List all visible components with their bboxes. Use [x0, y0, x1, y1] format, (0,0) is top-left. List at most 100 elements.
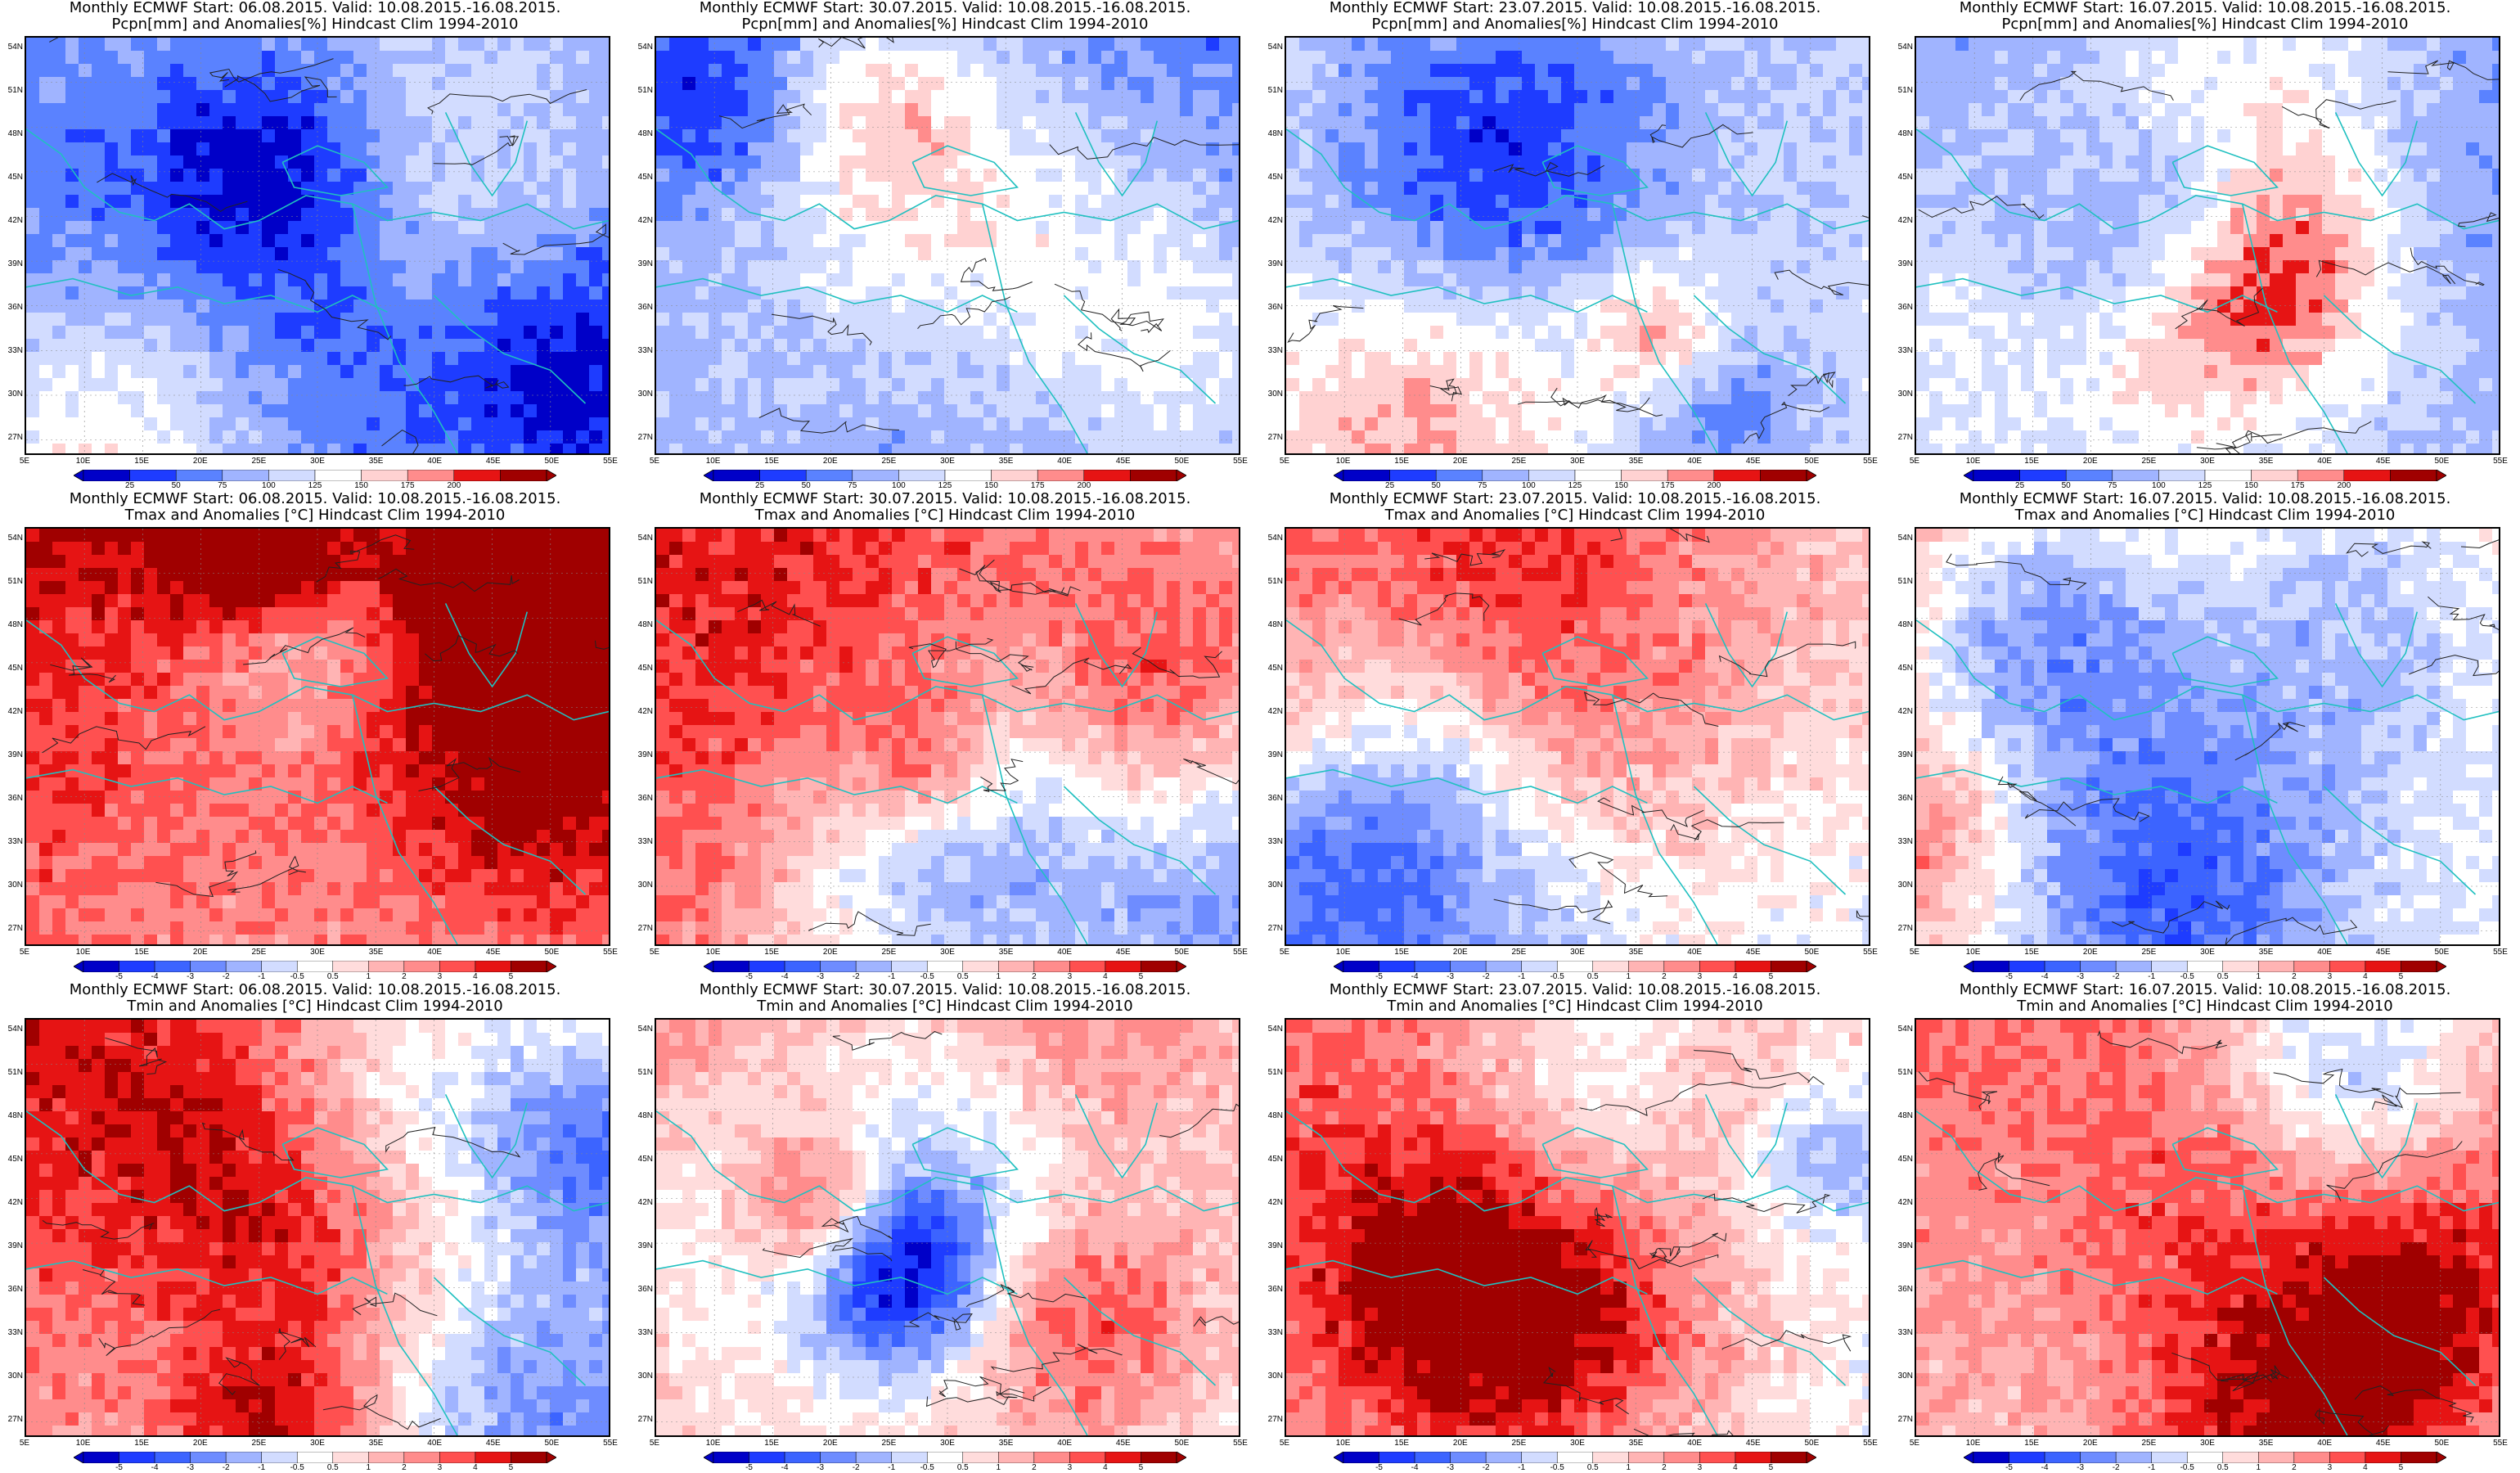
anomaly-map	[1285, 1018, 1870, 1437]
panel-title-line1: Monthly ECMWF Start: 06.08.2015. Valid: …	[69, 0, 561, 16]
lon-label: 30E	[1570, 948, 1585, 957]
colorbar-tick-label: -3	[1447, 972, 1455, 981]
lat-label: 39N	[7, 750, 23, 759]
colorbar-tick-label: 125	[2198, 481, 2212, 490]
lon-label: 40E	[1687, 948, 1703, 957]
colorbar-swatches	[74, 1452, 556, 1463]
lat-label: 39N	[1267, 750, 1283, 759]
lat-label: 54N	[1267, 43, 1283, 52]
lon-label: 50E	[2434, 457, 2450, 466]
lat-label: 48N	[7, 620, 23, 629]
panel-title-line1: Monthly ECMWF Start: 23.07.2015. Valid: …	[1329, 490, 1821, 507]
lat-label: 30N	[1897, 1372, 1913, 1381]
lon-label: 50E	[1174, 457, 1190, 466]
lon-label: 5E	[1909, 1439, 1920, 1448]
colorbar-tick-label: -1	[2148, 1463, 2156, 1472]
forecast-panel: Monthly ECMWF Start: 16.07.2015. Valid: …	[1890, 982, 2520, 1473]
lon-label: 40E	[427, 457, 443, 466]
colorbar: -5 -4 -3 -2 -1 -0.5 0.5 1 2 3 4 5	[74, 1452, 556, 1473]
anomaly-map	[1915, 36, 2500, 455]
colorbar-tick-label: -1	[1518, 1463, 1526, 1472]
colorbar-tick-label: -3	[187, 972, 195, 981]
lon-label: 10E	[705, 948, 721, 957]
lon-label: 25E	[251, 948, 267, 957]
lat-label: 45N	[637, 1155, 653, 1164]
colorbar-tick-label: -0.5	[290, 1463, 304, 1472]
colorbar-tick-label: -2	[2112, 972, 2120, 981]
lat-label: 27N	[1267, 433, 1283, 442]
colorbar: -5 -4 -3 -2 -1 -0.5 0.5 1 2 3 4 5	[1334, 1452, 1816, 1473]
lat-label: 45N	[637, 664, 653, 673]
lat-label: 33N	[1267, 346, 1283, 355]
lat-label: 33N	[1267, 837, 1283, 846]
lat-label: 42N	[637, 1198, 653, 1207]
colorbar-tick-label: -2	[1482, 972, 1490, 981]
colorbar-tick-label: 4	[2363, 1463, 2368, 1472]
lon-label: 25E	[881, 457, 897, 466]
colorbar-tick-label: 3	[2327, 972, 2333, 981]
lat-label: 45N	[7, 173, 23, 182]
colorbar-tick-label: 150	[354, 481, 368, 490]
colorbar-tick-label: 150	[1614, 481, 1628, 490]
colorbar-swatches	[1964, 961, 2446, 972]
lat-label: 27N	[637, 1415, 653, 1424]
panel-title-line1: Monthly ECMWF Start: 06.08.2015. Valid: …	[69, 490, 561, 507]
lon-label: 20E	[1452, 1439, 1468, 1448]
forecast-panel: Monthly ECMWF Start: 30.07.2015. Valid: …	[630, 982, 1260, 1473]
lat-label: 54N	[1267, 1025, 1283, 1034]
lat-label: 33N	[7, 837, 23, 846]
lon-label: 20E	[822, 948, 838, 957]
lat-label: 36N	[1897, 1285, 1913, 1294]
colorbar-tick-label: 100	[1522, 481, 1536, 490]
panel-title-line2: Pcpn[mm] and Anomalies[%] Hindcast Clim …	[2001, 16, 2409, 33]
lat-label: 51N	[7, 1068, 23, 1077]
colorbar-swatches	[1334, 470, 1816, 481]
colorbar-tick-label: 4	[473, 1463, 478, 1472]
colorbar-tick-label: 4	[1103, 972, 1108, 981]
colorbar-tick-label: 5	[508, 972, 514, 981]
lon-label: 50E	[1174, 948, 1190, 957]
lon-label: 40E	[427, 948, 443, 957]
colorbar-tick-label: 0.5	[956, 1463, 969, 1472]
lon-label: 50E	[1804, 457, 1820, 466]
lat-label: 42N	[637, 707, 653, 716]
lat-label: 45N	[1897, 173, 1913, 182]
lon-label: 25E	[251, 457, 267, 466]
lat-label: 30N	[7, 390, 23, 399]
lat-label: 54N	[7, 534, 23, 543]
lon-label: 15E	[1394, 1439, 1410, 1448]
colorbar-swatches	[74, 470, 556, 481]
lon-label: 50E	[544, 1439, 560, 1448]
lon-label: 15E	[2024, 1439, 2040, 1448]
lat-label: 45N	[637, 173, 653, 182]
forecast-panel: Monthly ECMWF Start: 06.08.2015. Valid: …	[0, 982, 630, 1473]
lon-label: 35E	[1628, 457, 1644, 466]
lon-label: 10E	[1335, 948, 1351, 957]
lon-label: 5E	[1279, 457, 1290, 466]
forecast-panel: Monthly ECMWF Start: 23.07.2015. Valid: …	[1260, 491, 1890, 982]
anomaly-map	[1285, 527, 1870, 946]
colorbar-tick-label: -2	[852, 1463, 860, 1472]
colorbar: 25 50 75 100 125 150 175 200	[74, 470, 556, 491]
anomaly-field	[656, 529, 1239, 944]
lat-label: 33N	[1897, 837, 1913, 846]
lat-label: 39N	[7, 259, 23, 268]
colorbar-tick-label: 1	[2256, 972, 2261, 981]
lat-label: 27N	[7, 1415, 23, 1424]
anomaly-map	[1915, 1018, 2500, 1437]
lat-label: 42N	[1897, 216, 1913, 225]
lat-label: 48N	[1267, 620, 1283, 629]
lon-label: 55E	[1863, 948, 1878, 957]
lon-label: 20E	[822, 457, 838, 466]
colorbar-tick-label: -0.5	[1550, 1463, 1564, 1472]
lon-label: 30E	[2200, 1439, 2215, 1448]
lon-label: 25E	[881, 948, 897, 957]
colorbar-tick-label: 125	[308, 481, 322, 490]
lat-label: 42N	[1897, 707, 1913, 716]
lon-label: 15E	[2024, 457, 2040, 466]
lat-label: 27N	[7, 924, 23, 933]
colorbar-tick-label: -3	[817, 972, 825, 981]
lon-label: 15E	[2024, 948, 2040, 957]
anomaly-field	[1286, 529, 1869, 944]
lon-label: 55E	[1233, 457, 1248, 466]
